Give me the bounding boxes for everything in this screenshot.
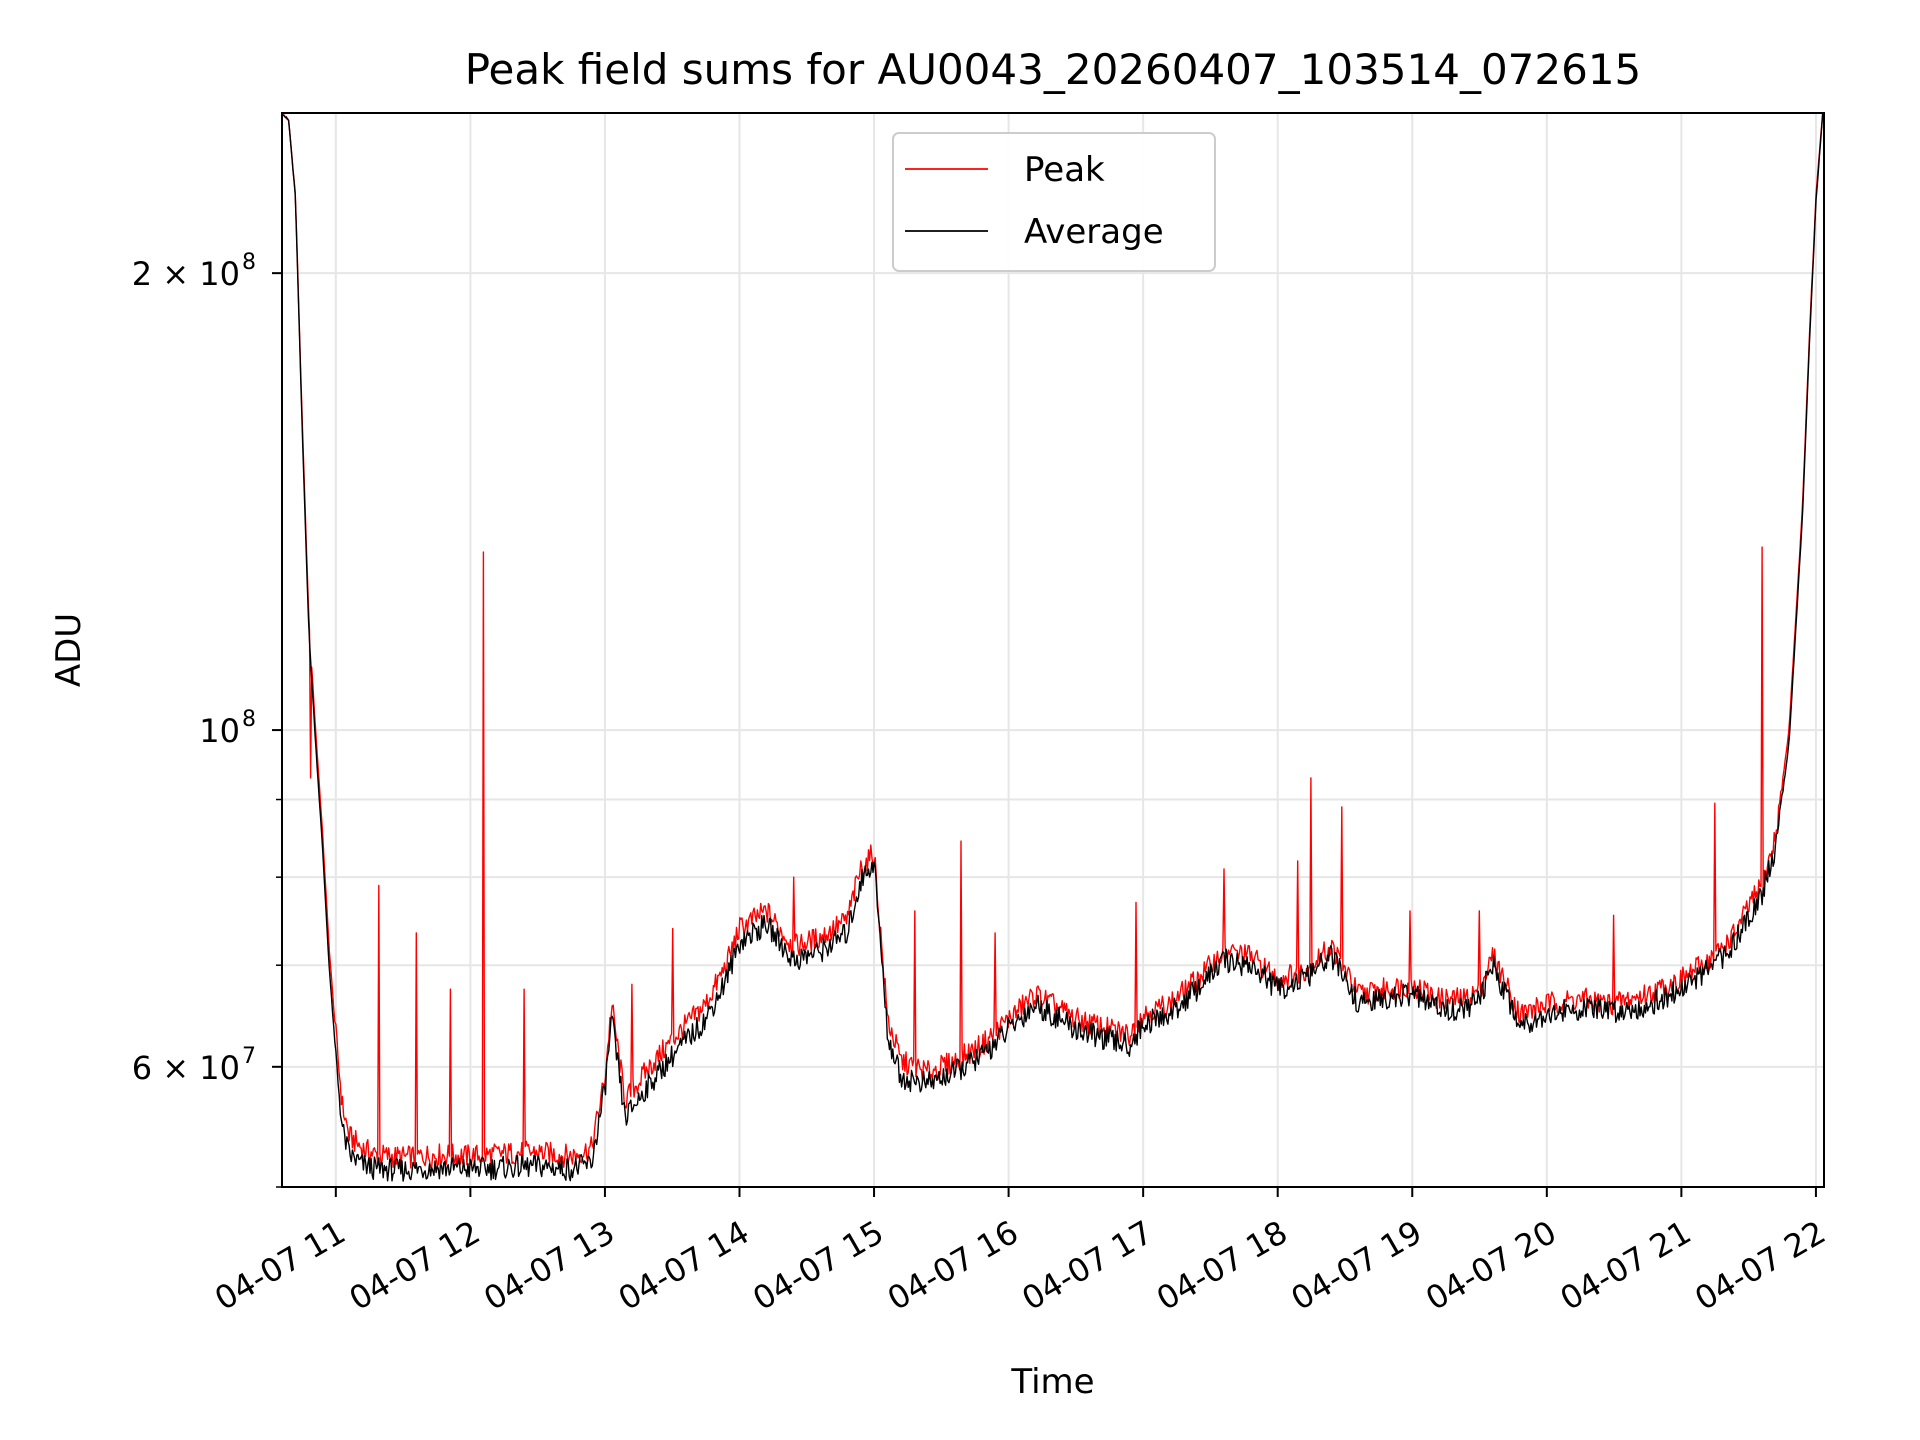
series-line-peak [282,113,1824,1169]
legend-label-peak: Peak [1024,150,1105,190]
legend-label-average: Average [1024,212,1164,252]
y-tick-label-exponent: 8 [242,707,256,732]
legend: Peak Average [892,132,1216,272]
y-tick-label-exponent: 7 [242,1044,256,1069]
y-tick-label-6e7: 6 × 10 7 [132,1044,256,1087]
plot-lines [282,113,1824,1182]
x-axis-label: Time [1010,1362,1094,1402]
plot-frame [281,112,1825,1188]
y-axis: 2 × 10 8 10 8 6 × 10 7 [132,250,282,1188]
series-line-average [282,113,1824,1182]
grid [282,113,1824,1188]
y-tick-label-exponent: 8 [242,250,256,275]
y-tick-label-1e8: 10 8 [199,707,256,750]
legend-box [892,132,1216,272]
y-axis-label: ADU [49,613,89,687]
chart-title: Peak field sums for AU0043_20260407_1035… [465,45,1642,94]
y-tick-label-mantissa: 2 × 10 [132,255,240,293]
y-tick-label-2e8: 2 × 10 8 [132,250,256,293]
y-tick-label-mantissa: 10 [199,712,240,750]
y-tick-label-mantissa: 6 × 10 [132,1049,240,1087]
